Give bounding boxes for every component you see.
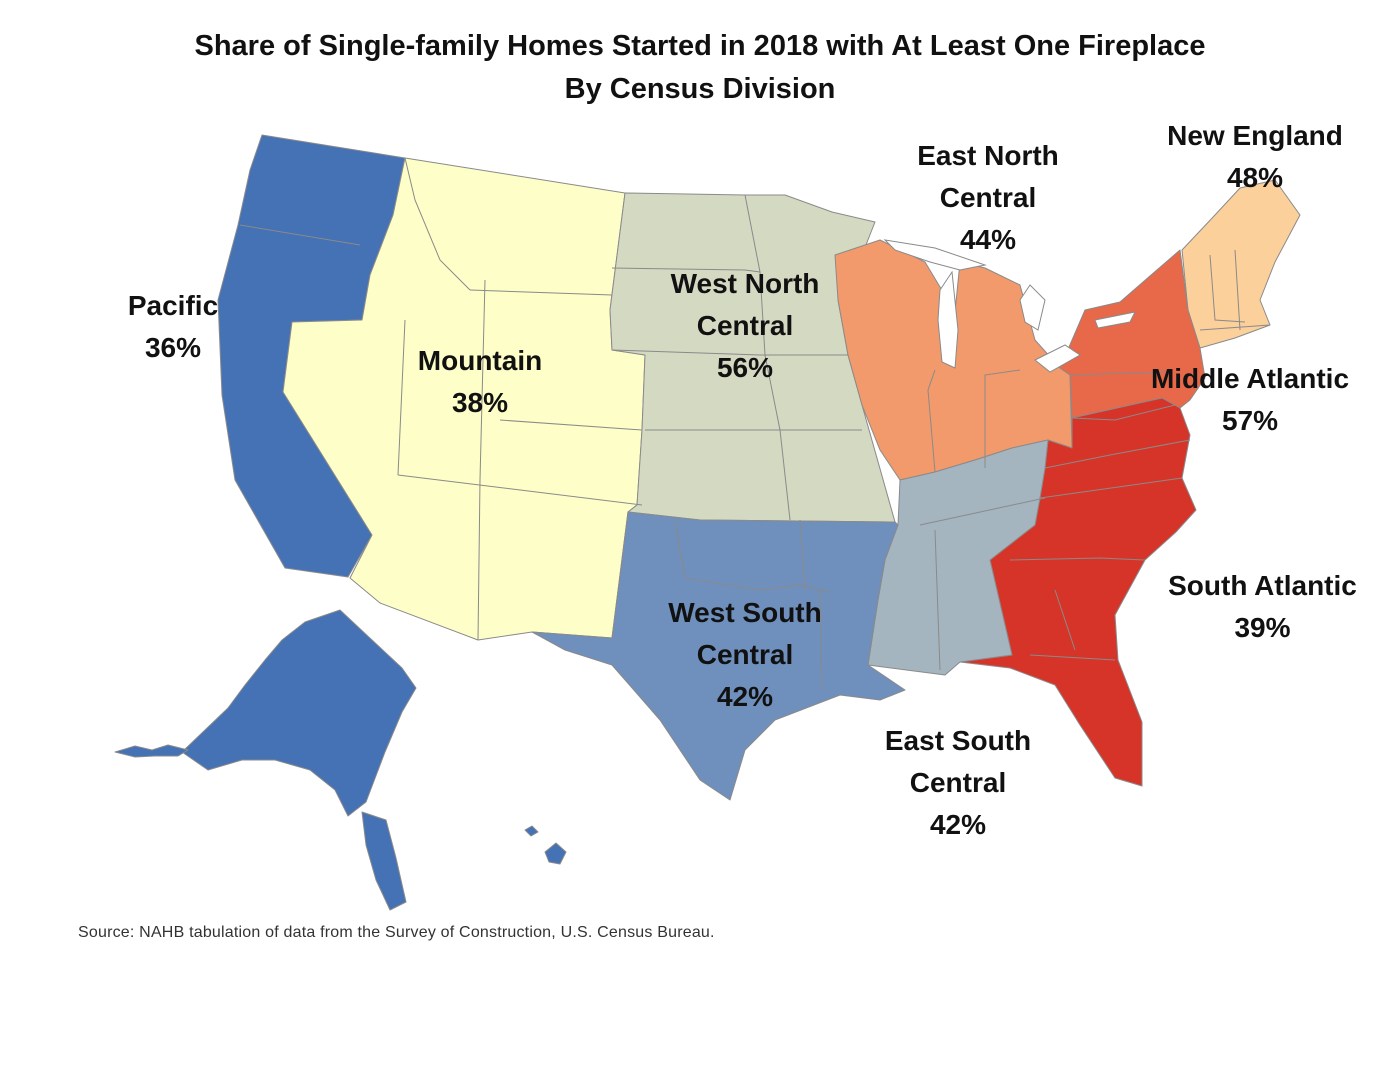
state-boundaries — [239, 157, 1271, 691]
label-east-north-central: East North Central 44% — [888, 135, 1088, 261]
label-middle-atlantic: Middle Atlantic 57% — [1130, 358, 1370, 442]
division-value: 57% — [1221, 405, 1279, 436]
great-lakes — [883, 239, 1136, 373]
region-pacific-alaska-islands — [114, 744, 189, 758]
region-pacific-hawaii — [544, 842, 567, 865]
division-value: 38% — [451, 387, 509, 418]
division-name: Mountain — [417, 345, 543, 376]
division-name: New England — [1167, 120, 1343, 151]
division-name-line1: West North — [670, 268, 820, 299]
division-value: 44% — [959, 224, 1017, 255]
division-name: South Atlantic — [1168, 570, 1357, 601]
label-south-atlantic: South Atlantic 39% — [1150, 565, 1375, 649]
division-value: 39% — [1234, 612, 1291, 643]
division-value: 56% — [716, 352, 774, 383]
division-name-line1: West South — [668, 597, 822, 628]
label-new-england: New England 48% — [1150, 115, 1360, 199]
region-west-south-central — [531, 511, 906, 801]
division-value: 36% — [144, 332, 202, 363]
map-title: Share of Single-family Homes Started in … — [194, 30, 1206, 62]
division-name-line1: East North — [917, 140, 1059, 171]
label-west-south-central: West South Central 42% — [645, 592, 845, 718]
division-value: 42% — [716, 681, 774, 712]
division-name-line2: Central — [939, 182, 1037, 213]
division-name: Middle Atlantic — [1150, 363, 1350, 394]
region-west-north-central — [609, 192, 896, 523]
division-value: 48% — [1226, 162, 1284, 193]
division-name: Pacific — [127, 290, 219, 321]
region-pacific-alaska — [181, 609, 417, 817]
division-value: 42% — [929, 809, 987, 840]
division-name-line2: Central — [696, 639, 794, 670]
region-pacific-hawaii-small — [524, 825, 539, 837]
division-name-line2: Central — [909, 767, 1007, 798]
division-name-line2: Central — [696, 310, 794, 341]
label-pacific: Pacific 36% — [108, 285, 238, 369]
map-subtitle: By Census Division — [564, 73, 836, 105]
label-west-north-central: West North Central 56% — [645, 263, 845, 389]
source-note: Source: NAHB tabulation of data from the… — [78, 924, 715, 941]
label-east-south-central: East South Central 42% — [858, 720, 1058, 846]
region-new-england — [1181, 179, 1301, 349]
label-mountain: Mountain 38% — [395, 340, 565, 424]
region-pacific-alaska-panhandle — [361, 811, 407, 911]
division-name-line1: East South — [884, 725, 1032, 756]
